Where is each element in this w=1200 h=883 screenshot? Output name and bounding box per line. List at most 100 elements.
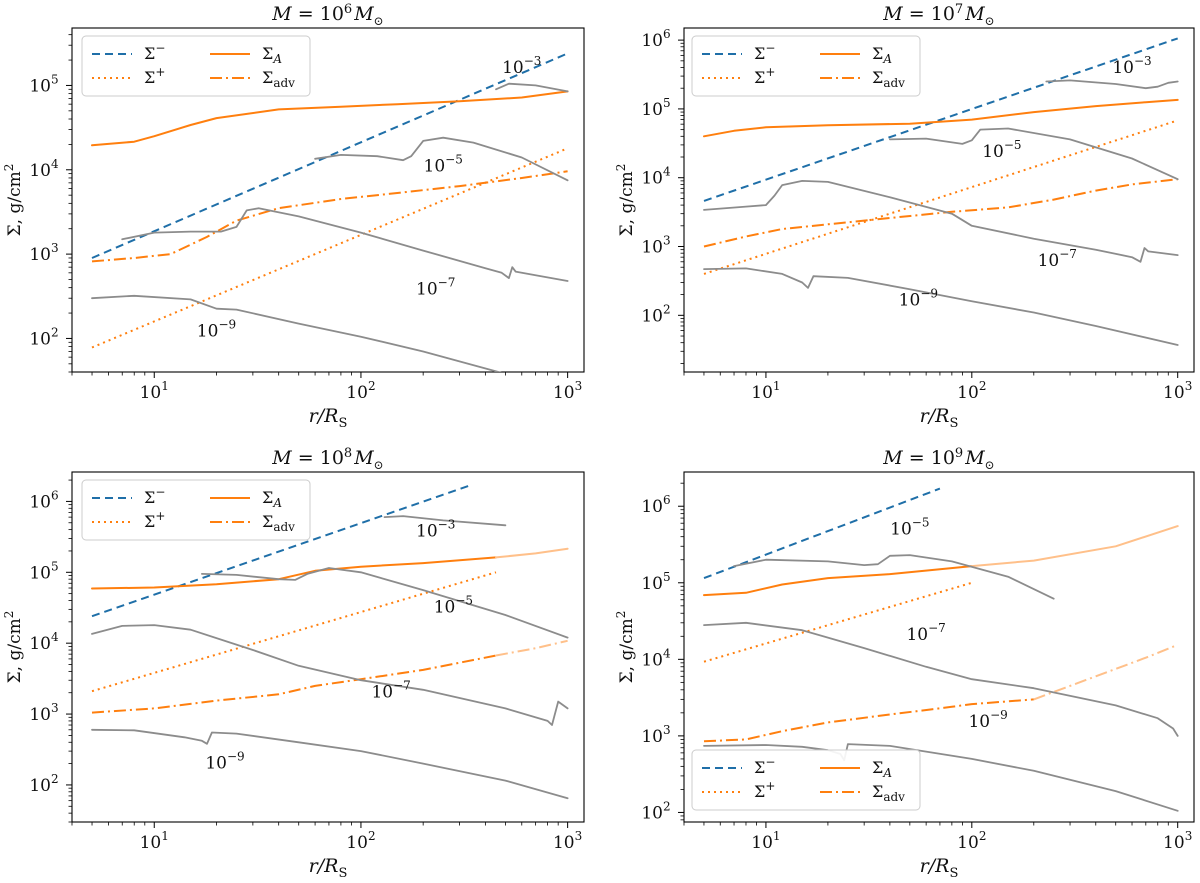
legend-label: Σadv <box>872 782 905 804</box>
x-axis-label: r/RS <box>309 855 348 881</box>
curve-label: 10−9 <box>205 750 244 774</box>
series-sigma-minus <box>91 52 568 259</box>
series-sigma-a <box>703 98 1179 138</box>
legend-label: ΣA <box>872 758 892 780</box>
legend-label: Σadv <box>262 68 295 90</box>
series-sigma-minus <box>703 37 1179 202</box>
y-tick-label: 104 <box>641 646 671 670</box>
series-curves <box>733 554 1055 600</box>
axes-frame <box>71 27 585 373</box>
legend-label: ΣA <box>872 44 892 66</box>
series-curves <box>703 267 1179 346</box>
panel-2: M = 107 M⊙ 101 102 103 102 103 104 105 106 r/RS Σ, … <box>614 2 1195 431</box>
y-axis-label: Σ, g/cm2 <box>2 164 25 237</box>
legend-label: Σ+ <box>754 779 775 801</box>
series-curves <box>91 728 569 800</box>
panel-1: M = 106 M⊙ 101 102 103 102 103 104 105 r/RS Σ, g/c… <box>2 2 585 431</box>
y-tick-label: 102 <box>641 302 670 326</box>
y-tick-label: 103 <box>641 234 670 258</box>
legend-label: ΣA <box>262 44 282 66</box>
panel-4: M = 109 M⊙ 101 102 103 102 103 104 105 106 r/RS Σ, … <box>614 446 1195 881</box>
series-curves <box>703 621 1179 737</box>
curve-label: 10−9 <box>899 286 938 310</box>
series-sigma-adv <box>91 170 568 263</box>
y-axis-label: Σ, g/cm2 <box>614 164 637 237</box>
y-tick-label: 103 <box>641 723 670 747</box>
x-tick-label: 103 <box>1163 379 1192 403</box>
y-tick-label: 103 <box>29 241 58 265</box>
y-tick-label: 104 <box>29 630 59 654</box>
series-curves <box>703 180 1179 263</box>
legend-label: Σ− <box>144 41 165 63</box>
series-sigma-faded <box>970 525 1179 568</box>
legend-label: Σ+ <box>144 65 165 87</box>
legend-label: Σadv <box>872 68 905 90</box>
axes-frame <box>683 471 1195 823</box>
curve-label: 10−5 <box>434 594 473 618</box>
legend-label: Σ− <box>754 41 775 63</box>
series-sigma-plus <box>703 581 973 663</box>
curve-label: 10−5 <box>982 138 1021 162</box>
series-sigma-a <box>91 556 497 590</box>
series-curves <box>121 207 569 282</box>
series-curves <box>91 294 502 372</box>
y-tick-label: 104 <box>641 165 671 189</box>
y-tick-label: 104 <box>29 157 59 181</box>
x-tick-label: 101 <box>140 829 169 853</box>
y-tick-label: 102 <box>641 799 670 823</box>
series-sigma-faded <box>495 639 568 657</box>
x-axis-label: r/RS <box>920 855 959 881</box>
series-sigma-adv <box>703 178 1178 248</box>
x-tick-label: 103 <box>553 379 582 403</box>
series-sigma-minus <box>91 484 472 618</box>
legend-label: Σ− <box>144 485 165 507</box>
y-tick-label: 106 <box>641 27 670 51</box>
curve-label: 10−3 <box>1112 54 1151 78</box>
y-tick-label: 102 <box>29 325 58 349</box>
curve-label: 10−7 <box>371 679 410 703</box>
y-tick-label: 103 <box>29 701 58 725</box>
panel-3: M = 108 M⊙ 101 102 103 102 103 104 105 106 r/RS Σ, … <box>2 446 585 881</box>
panel-title: M = 108 M⊙ <box>271 446 383 472</box>
curve-label: 10−9 <box>197 318 236 342</box>
series-curves <box>314 136 569 182</box>
y-axis-label: Σ, g/cm2 <box>614 611 637 684</box>
series-sigma-plus <box>703 119 1179 275</box>
series-sigma-adv <box>91 654 497 714</box>
legend-label: Σ+ <box>754 65 775 87</box>
series-curves <box>495 82 569 93</box>
series-sigma-minus <box>703 487 941 580</box>
y-tick-label: 106 <box>641 493 670 517</box>
panel-title: M = 107 M⊙ <box>882 2 994 28</box>
x-tick-label: 102 <box>957 379 986 403</box>
curve-label: 10−3 <box>502 54 541 78</box>
panel-title: M = 109 M⊙ <box>882 446 994 472</box>
series-curves <box>91 624 569 726</box>
series-curves <box>1045 79 1179 90</box>
series-sigma-a <box>91 90 569 147</box>
x-tick-label: 101 <box>751 829 780 853</box>
x-tick-label: 102 <box>346 379 375 403</box>
y-tick-label: 106 <box>29 488 58 512</box>
curve-label: 10−7 <box>1038 247 1077 271</box>
series-sigma-plus <box>91 571 497 693</box>
series-sigma-adv <box>703 698 1034 743</box>
y-tick-label: 105 <box>29 559 58 583</box>
legend-label: Σ− <box>754 755 775 777</box>
y-tick-label: 105 <box>29 72 58 96</box>
y-tick-label: 105 <box>641 96 670 120</box>
series-sigma-faded <box>495 547 569 559</box>
series-sigma-a <box>703 565 973 597</box>
legend-label: Σadv <box>262 512 295 534</box>
x-tick-label: 102 <box>346 829 375 853</box>
axes-frame <box>71 471 585 823</box>
curve-label: 10−3 <box>416 517 455 541</box>
axes-frame <box>683 27 1195 373</box>
x-tick-label: 103 <box>553 829 582 853</box>
curve-label: 10−5 <box>424 153 463 177</box>
